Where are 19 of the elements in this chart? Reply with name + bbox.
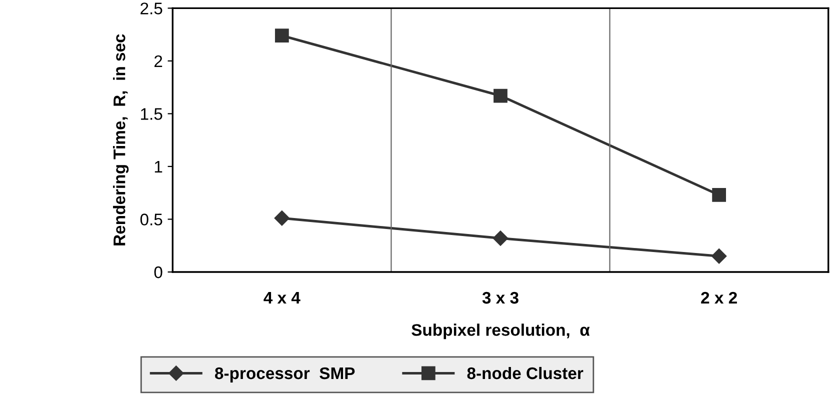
x-axis-title: Subpixel resolution, α <box>412 324 590 340</box>
legend-label: 8-node Cluster <box>467 366 584 380</box>
y-tick-label: 1 <box>154 161 162 172</box>
x-tick-label: 3 x 3 <box>482 292 518 304</box>
point <box>274 28 289 43</box>
y-tick-label: 1.5 <box>141 108 162 120</box>
x-tick-label: 4 x 4 <box>264 292 300 304</box>
point <box>494 88 508 103</box>
y-tick-label: 0 <box>154 266 162 278</box>
point <box>712 188 726 202</box>
y-tick-label: 2 <box>154 55 162 67</box>
y-tick-label: 2.5 <box>140 2 162 14</box>
point <box>711 248 727 264</box>
y-tick-label: 0.5 <box>140 214 162 226</box>
point <box>492 230 508 246</box>
point <box>274 210 290 226</box>
legend-label: 8-processor SMP <box>214 367 355 382</box>
x-tick-label: 2 x 2 <box>701 292 737 304</box>
y-axis-title: Rendering Time, R, in sec <box>113 34 129 246</box>
